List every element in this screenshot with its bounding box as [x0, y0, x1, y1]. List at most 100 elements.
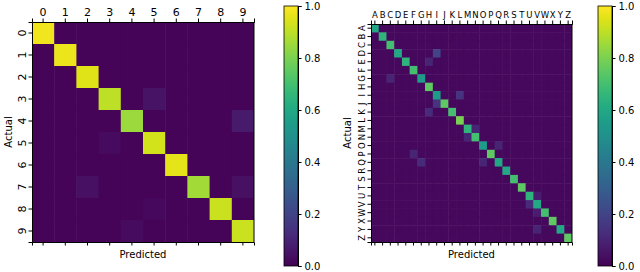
- cell: [410, 66, 418, 75]
- cell: [417, 116, 425, 125]
- cell: [518, 150, 526, 159]
- y-tick: X: [357, 218, 371, 224]
- cell: [371, 183, 379, 192]
- cell: [541, 167, 549, 176]
- cell: [549, 41, 557, 50]
- cell: [502, 133, 510, 142]
- cell: [232, 176, 254, 199]
- cell: [526, 175, 534, 184]
- cell: [394, 167, 402, 176]
- cell: [541, 66, 549, 75]
- cell: [232, 22, 254, 45]
- x-tick: [220, 242, 221, 246]
- cell: [549, 141, 557, 150]
- cell: [479, 66, 487, 75]
- cell: [464, 116, 472, 125]
- cell: [487, 108, 495, 117]
- cell: [410, 58, 418, 67]
- cell: [564, 150, 572, 159]
- cell: [502, 49, 510, 58]
- cell: [187, 132, 210, 155]
- y-tick: 0: [16, 30, 32, 37]
- x-tick: H: [426, 10, 432, 25]
- cell: [99, 44, 122, 67]
- x-tick-mark: [490, 242, 491, 246]
- cell: [210, 22, 233, 45]
- y-tick-mark: [29, 143, 33, 144]
- cell: [448, 32, 456, 41]
- cell: [487, 66, 495, 75]
- cell: [564, 234, 572, 242]
- x-tick-mark: [436, 21, 437, 25]
- cell: [533, 192, 541, 201]
- cell: [456, 83, 464, 92]
- x-tick-mark: [405, 21, 406, 25]
- cell: [386, 133, 394, 142]
- cell: [441, 58, 449, 67]
- cell: [425, 58, 433, 67]
- cell: [510, 24, 518, 33]
- cell: [464, 208, 472, 217]
- cell: [121, 66, 144, 89]
- y-tick-mark: [368, 229, 372, 230]
- cell: [479, 175, 487, 184]
- cell: [564, 83, 572, 92]
- cell: [425, 99, 433, 108]
- cell: [549, 91, 557, 100]
- cell: [564, 183, 572, 192]
- cell: [472, 167, 480, 176]
- cell: [541, 125, 549, 134]
- cell: [402, 141, 410, 150]
- cell: [402, 175, 410, 184]
- colorbar: [284, 6, 298, 266]
- x-tick: X: [550, 10, 556, 25]
- cell: [410, 225, 418, 234]
- cell: [502, 41, 510, 50]
- x-tick-mark: [498, 242, 499, 246]
- cell: [456, 58, 464, 67]
- colorbar-axis: 0.00.20.40.60.81.0: [612, 1, 634, 272]
- cell: [502, 58, 510, 67]
- cell: [386, 49, 394, 58]
- cell: [441, 192, 449, 201]
- cell: [510, 225, 518, 234]
- x-tick: T: [518, 10, 525, 25]
- cell: [456, 133, 464, 142]
- cell: [456, 66, 464, 75]
- cell: [448, 24, 456, 33]
- y-tick-label: U: [357, 193, 367, 199]
- cell: [533, 183, 541, 192]
- cell: [410, 150, 418, 159]
- cell: [518, 183, 526, 192]
- y-tick-label: 8: [16, 206, 29, 213]
- y-tick-label: J: [357, 102, 367, 106]
- cell: [402, 32, 410, 41]
- cell: [402, 167, 410, 176]
- cell: [210, 198, 233, 221]
- cell: [143, 44, 166, 67]
- cell: [518, 91, 526, 100]
- cell: [564, 125, 572, 134]
- x-tick-mark: [475, 242, 476, 246]
- x-tick-mark: [467, 242, 468, 246]
- cell: [410, 175, 418, 184]
- x-tick-mark: [428, 21, 429, 25]
- x-tick: 3: [106, 6, 113, 23]
- x-tick-label: O: [480, 10, 487, 20]
- y-tick-label: G: [357, 75, 367, 82]
- cell: [394, 66, 402, 75]
- cell: [379, 208, 387, 217]
- cell: [533, 24, 541, 33]
- y-tick-mark: [29, 187, 33, 188]
- cell: [441, 141, 449, 150]
- cell: [99, 198, 122, 221]
- cell: [121, 132, 144, 155]
- cell: [386, 24, 394, 33]
- cell: [472, 49, 480, 58]
- cell: [541, 99, 549, 108]
- cell: [394, 49, 402, 58]
- cell: [541, 150, 549, 159]
- cell: [441, 108, 449, 117]
- x-axis-bottom: [372, 242, 573, 246]
- cell: [495, 167, 503, 176]
